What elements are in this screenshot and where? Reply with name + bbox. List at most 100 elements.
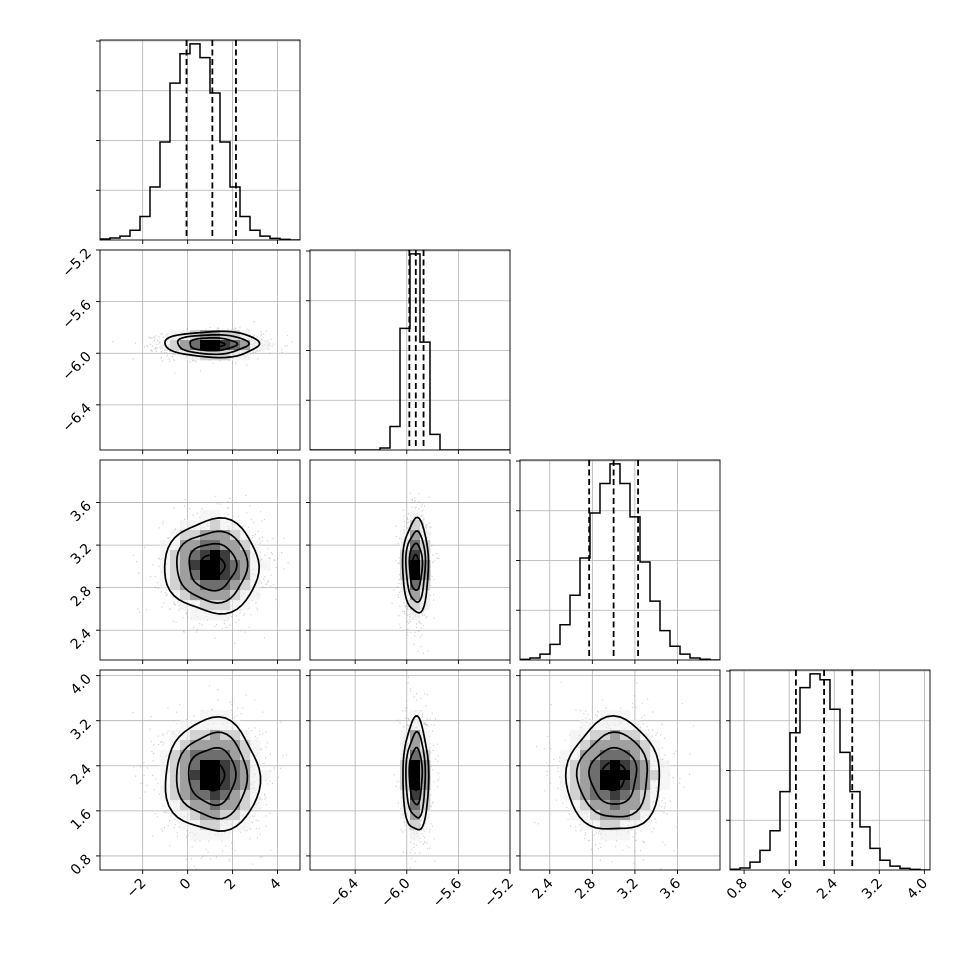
density-cell — [590, 760, 601, 771]
density-cell — [600, 790, 611, 801]
density-cell — [210, 740, 221, 751]
density-cell — [160, 540, 171, 551]
density-cell — [240, 590, 251, 601]
density-cell — [230, 750, 241, 761]
density-cell — [220, 810, 231, 821]
density-cell — [170, 730, 181, 741]
density-cell — [200, 790, 211, 801]
density-cell — [630, 730, 641, 741]
density-cell — [240, 730, 251, 741]
panel-1-0: −6.4 −6.0 −5.6 −5.2 — [59, 246, 301, 454]
density-cell — [640, 740, 651, 751]
density-cell — [210, 780, 221, 791]
density-cell — [180, 560, 191, 571]
x-tick-label: 1.6 — [769, 875, 796, 902]
density-cell — [220, 350, 231, 361]
density-cell — [620, 800, 631, 811]
density-cell — [610, 710, 621, 721]
density-cell — [400, 780, 411, 791]
contour-level — [408, 542, 424, 591]
density-cell — [570, 750, 581, 761]
density-cell — [560, 750, 571, 761]
density-cell — [250, 800, 261, 811]
density-cell — [410, 530, 421, 541]
density-cell — [560, 790, 571, 801]
density-cell — [190, 600, 201, 611]
density-cell — [580, 790, 591, 801]
density-cell — [400, 790, 411, 801]
density-cell — [420, 540, 431, 551]
contour-level — [187, 747, 237, 807]
density-cell — [190, 570, 201, 581]
contour-level — [404, 530, 427, 603]
density-cell — [250, 750, 261, 761]
density-cell — [230, 530, 241, 541]
density-cell — [170, 540, 181, 551]
density-cell — [180, 520, 191, 531]
density-cell — [640, 760, 651, 771]
density-cell — [620, 720, 631, 731]
density-cell — [200, 820, 211, 831]
density-cell — [210, 580, 221, 591]
density-cell — [400, 750, 411, 761]
density-cell — [590, 770, 601, 781]
y-tick-label: 3.6 — [68, 498, 95, 525]
density-cell — [630, 790, 641, 801]
density-cell — [610, 740, 621, 751]
contour-level — [164, 330, 261, 359]
density-cell — [200, 710, 211, 721]
density-cell — [620, 830, 631, 841]
density-cell — [230, 590, 241, 601]
density-cell — [170, 770, 181, 781]
density-cell — [410, 750, 421, 761]
density-cell — [220, 600, 231, 611]
density-cell — [620, 760, 631, 771]
density-cell — [200, 730, 211, 741]
density-cell — [220, 760, 231, 771]
density-3-0 — [132, 678, 287, 870]
density-cell — [410, 730, 421, 741]
panel-frame — [519, 459, 721, 661]
density-cell — [230, 330, 241, 341]
density-cell — [180, 330, 191, 341]
density-cell — [420, 730, 431, 741]
x-tick-label: −6.0 — [378, 876, 413, 911]
contour-level — [564, 714, 661, 830]
density-cell — [410, 520, 421, 531]
density-cell — [420, 800, 431, 811]
x-tick-label: 0 — [177, 876, 195, 894]
density-cell — [650, 740, 661, 751]
density-cell — [250, 550, 261, 561]
density-cell — [170, 590, 181, 601]
density-cell — [580, 800, 591, 811]
contour-level — [200, 340, 226, 349]
density-cell — [410, 780, 421, 791]
contour-level — [411, 553, 421, 579]
density-cell — [420, 590, 431, 601]
density-cell — [250, 770, 261, 781]
density-cell — [230, 540, 241, 551]
density-cell — [400, 570, 411, 581]
density-cell — [590, 730, 601, 741]
panel-3-1: −6.4 −6.0 −5.6 −5.2 — [306, 669, 517, 911]
density-cell — [170, 580, 181, 591]
density-cell — [180, 550, 191, 561]
density-cell — [590, 810, 601, 821]
panel-frame — [729, 669, 931, 871]
density-cell — [240, 350, 251, 361]
density-cell — [250, 590, 261, 601]
density-cell — [170, 790, 181, 801]
density-cell — [200, 340, 211, 351]
density-cell — [180, 720, 191, 731]
density-cell — [610, 750, 621, 761]
density-cell — [610, 810, 621, 821]
x-tick-label: 4.0 — [904, 876, 931, 903]
density-cell — [230, 340, 241, 351]
histogram-0 — [100, 43, 300, 240]
density-cell — [600, 750, 611, 761]
density-cell — [640, 770, 651, 781]
density-cell — [180, 750, 191, 761]
y-tick-label: 1.6 — [68, 806, 95, 833]
density-cell — [240, 780, 251, 791]
density-cell — [600, 720, 611, 731]
